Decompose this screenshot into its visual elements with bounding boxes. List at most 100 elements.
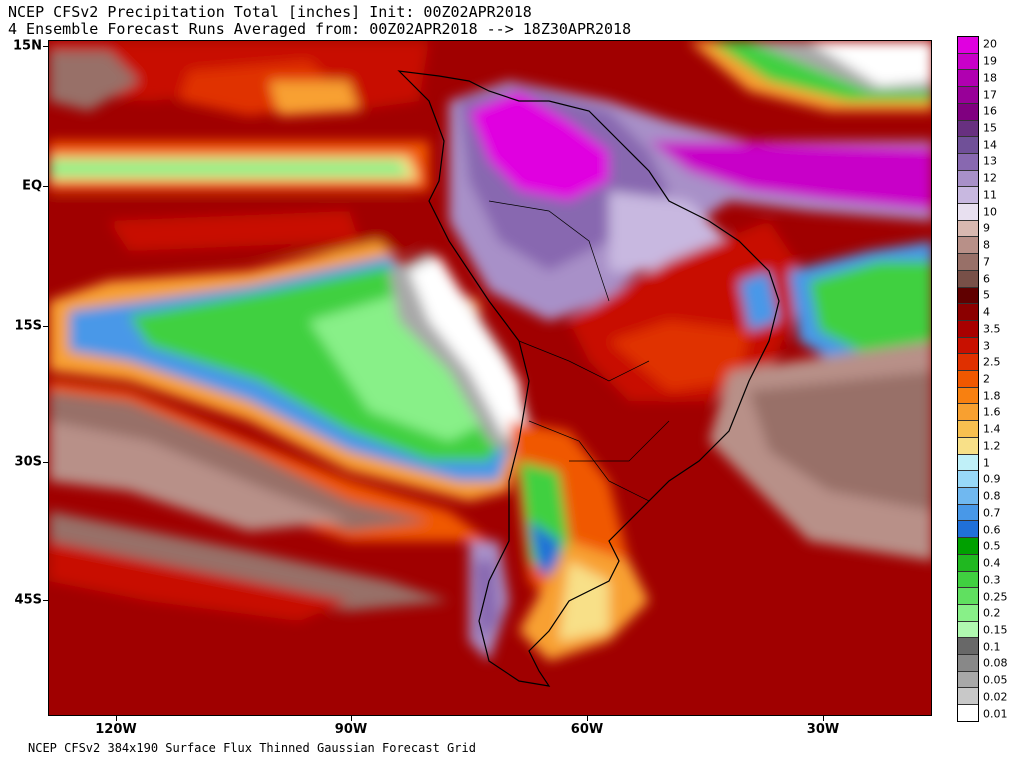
coastline <box>397 70 780 687</box>
colorbar-swatch <box>958 153 978 171</box>
colorbar-swatch <box>958 187 978 205</box>
colorbar-swatch <box>958 170 978 188</box>
lon-tick <box>587 716 588 721</box>
colorbar-label: 18 <box>983 71 997 85</box>
colorbar-swatch <box>958 504 978 522</box>
colorbar-label: 0.25 <box>983 590 1008 603</box>
colorbar-label: 1 <box>983 456 990 470</box>
colorbar-label: 3.5 <box>983 322 1001 336</box>
colorbar-label: 1.2 <box>983 439 1001 453</box>
colorbar-label: 0.02 <box>983 690 1008 704</box>
color-scale-labels: 20 19 18 17 16 15 14 13 12 11 10 9 8 7 6 5 4 3.5 3 2.5 2 1.8 1… <box>983 36 1023 722</box>
colorbar-label: 20 <box>983 37 997 51</box>
colorbar-swatch <box>958 621 978 639</box>
colorbar-label: 17 <box>983 88 997 102</box>
lat-tick <box>43 600 48 601</box>
colorbar-swatch <box>958 320 978 338</box>
colorbar-swatch <box>958 521 978 539</box>
colorbar-label: 0.6 <box>983 523 1001 537</box>
colorbar-label: 1.6 <box>983 405 1001 419</box>
colorbar-label: 0.05 <box>983 673 1008 687</box>
colorbar-swatch <box>958 304 978 321</box>
colorbar-label: 12 <box>983 171 997 185</box>
colorbar-swatch <box>958 487 978 505</box>
map-title-line-1: NCEP CFSv2 Precipitation Total [inches] … <box>8 3 532 21</box>
colorbar-label: 6 <box>983 272 990 286</box>
colorbar-label: 10 <box>983 205 997 219</box>
colorbar-swatch <box>958 354 978 372</box>
colorbar-swatch <box>958 571 978 589</box>
colorbar-label: 0.4 <box>983 556 1001 570</box>
colorbar-label: 2 <box>983 372 990 386</box>
colorbar-swatch <box>958 137 978 154</box>
colorbar-swatch <box>958 688 978 706</box>
colorbar-swatch <box>958 387 978 405</box>
colorbar-swatch <box>958 671 978 689</box>
lon-tick <box>351 716 352 721</box>
colorbar-label: 9 <box>983 221 990 235</box>
lon-label-60w: 60W <box>570 722 604 737</box>
colorbar-swatch <box>958 270 978 288</box>
colorbar-label: 8 <box>983 238 990 252</box>
colorbar-swatch <box>958 404 978 422</box>
colorbar-label: 15 <box>983 121 997 135</box>
colorbar-label: 1.8 <box>983 389 1001 403</box>
colorbar-label: 0.01 <box>983 707 1008 721</box>
lat-tick <box>43 186 48 187</box>
lat-tick <box>43 462 48 463</box>
precipitation-map-svg <box>49 41 931 715</box>
grid-footnote: NCEP CFSv2 384x190 Surface Flux Thinned … <box>28 741 476 755</box>
lon-label-90w: 90W <box>334 722 368 737</box>
lat-label-30s: 30S <box>14 454 42 470</box>
colorbar-swatch <box>958 655 978 672</box>
colorbar-swatch <box>958 705 978 721</box>
colorbar-swatch <box>958 437 978 455</box>
lat-label-eq: EQ <box>22 178 42 194</box>
lat-tick <box>43 46 48 47</box>
colorbar-swatch <box>958 538 978 555</box>
colorbar-swatch <box>958 588 978 605</box>
colorbar-label: 0.7 <box>983 506 1001 520</box>
lon-label-120w: 120W <box>95 722 137 737</box>
colorbar-label: 0.5 <box>983 539 1001 553</box>
lon-label-30w: 30W <box>806 722 840 737</box>
colorbar-swatch <box>958 371 978 388</box>
colorbar-swatch <box>958 70 978 88</box>
colorbar-swatch <box>958 53 978 71</box>
colorbar-swatch <box>958 287 978 305</box>
colorbar-swatch <box>958 237 978 255</box>
colorbar-label: 0.08 <box>983 656 1008 670</box>
colorbar-swatch <box>958 638 978 656</box>
lat-label-15n: 15N <box>13 38 42 54</box>
colorbar-label: 16 <box>983 104 997 118</box>
colorbar-label: 4 <box>983 305 990 319</box>
colorbar-swatch <box>958 421 978 438</box>
colorbar-swatch <box>958 604 978 622</box>
lat-label-45s: 45S <box>14 592 42 608</box>
colorbar-swatch <box>958 220 978 238</box>
colorbar-swatch <box>958 471 978 488</box>
lon-tick <box>823 716 824 721</box>
colorbar-label: 5 <box>983 288 990 302</box>
colorbar-swatch <box>958 87 978 104</box>
colorbar-label: 2.5 <box>983 355 1001 369</box>
colorbar-swatch <box>958 454 978 472</box>
lat-label-15s: 15S <box>14 318 42 334</box>
precipitation-map <box>48 40 932 716</box>
colorbar-swatch <box>958 254 978 271</box>
colorbar-label: 0.9 <box>983 472 1001 486</box>
colorbar-label: 0.8 <box>983 489 1001 503</box>
colorbar-label: 13 <box>983 154 997 168</box>
colorbar-label: 0.1 <box>983 640 1001 654</box>
map-title-line-2: 4 Ensemble Forecast Runs Averaged from: … <box>8 20 632 38</box>
country-borders <box>488 200 670 502</box>
colorbar-swatch <box>958 204 978 221</box>
colorbar-swatch <box>958 120 978 138</box>
precip-field-blobs <box>49 41 931 661</box>
colorbar-label: 0.3 <box>983 573 1001 587</box>
colorbar-swatch <box>958 37 978 54</box>
lat-tick <box>43 326 48 327</box>
colorbar-label: 11 <box>983 188 997 202</box>
colorbar-label: 19 <box>983 54 997 68</box>
colorbar-label: 1.4 <box>983 422 1001 436</box>
